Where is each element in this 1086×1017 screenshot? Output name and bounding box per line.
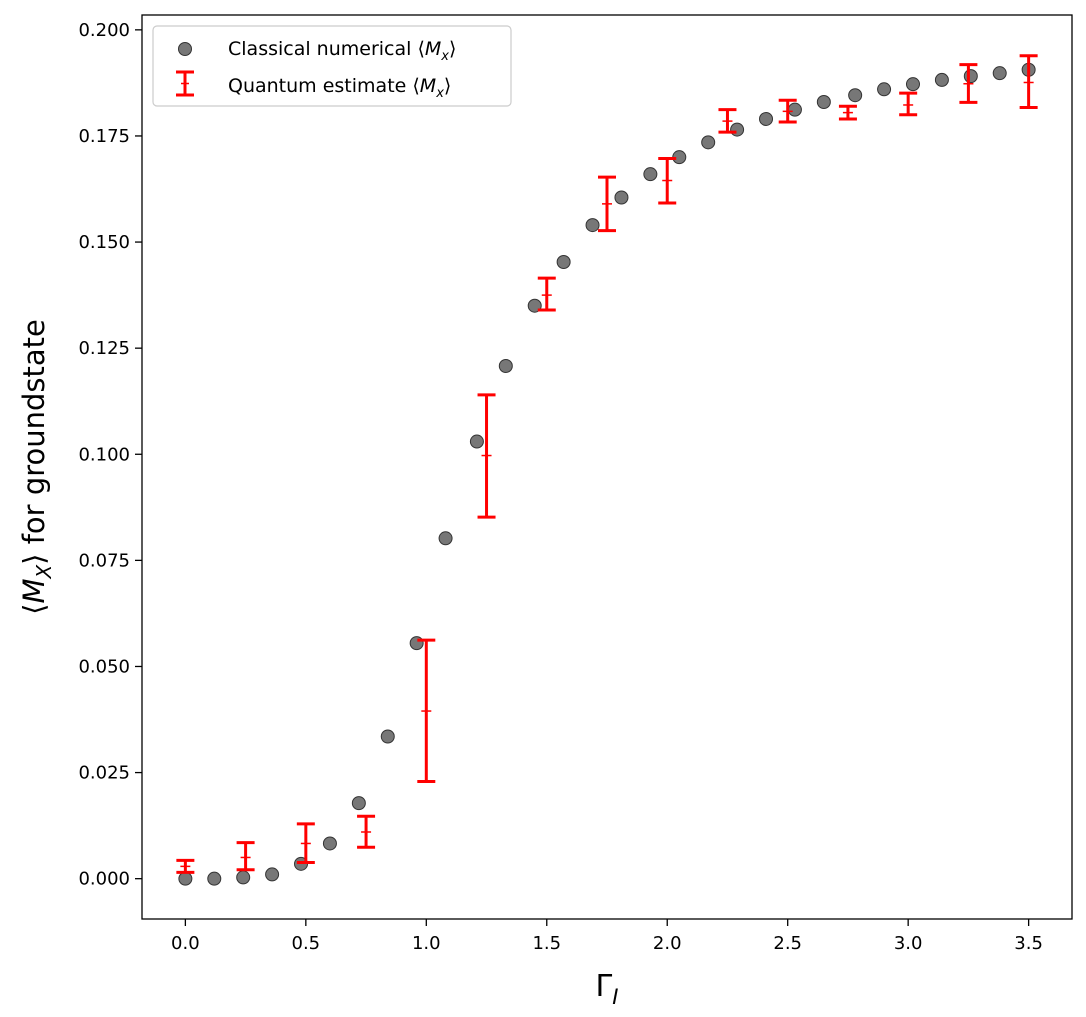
y-tick-label-8: 0.200 xyxy=(78,20,130,41)
quantum-errorbar-1 xyxy=(236,841,255,872)
quantum-errorbar-12 xyxy=(899,91,918,117)
plot-frame xyxy=(141,14,1073,920)
legend-box xyxy=(152,25,512,107)
classical-point-25 xyxy=(905,77,920,92)
y-axis-title-var: M xyxy=(17,579,51,604)
legend-marker-quantum xyxy=(176,70,194,97)
y-tick-label-3: 0.075 xyxy=(78,550,130,571)
quantum-errorbar-2 xyxy=(296,822,315,865)
quantum-errorbar-10 xyxy=(778,98,797,124)
y-tick-label-0: 0.000 xyxy=(78,869,130,890)
legend-quantum-sub: x xyxy=(435,86,444,101)
legend-quantum-post: ⟩ xyxy=(444,75,451,97)
y-axis: 0.000 0.025 0.050 0.075 0.100 0.125 0.150 0.175… xyxy=(78,20,142,890)
classical-point-9 xyxy=(438,531,453,546)
y-tick-label-6: 0.150 xyxy=(78,232,130,253)
classical-point-14 xyxy=(585,218,600,233)
classical-point-6 xyxy=(351,796,366,811)
x-axis: 0.0 0.5 1.0 1.5 2.0 2.5 3.0 3.5 xyxy=(171,919,1043,954)
x-tick-label-5: 2.5 xyxy=(773,933,802,954)
quantum-errorbar-6 xyxy=(537,276,556,312)
classical-point-7 xyxy=(380,729,395,744)
classical-point-20 xyxy=(759,111,774,126)
quantum-errorbar-8 xyxy=(658,156,677,205)
classical-point-0 xyxy=(178,871,193,886)
legend-quantum-var: M xyxy=(420,75,436,97)
classical-point-10 xyxy=(469,434,484,449)
classical-point-23 xyxy=(848,88,863,103)
classical-point-22 xyxy=(816,95,831,110)
classical-point-2 xyxy=(236,870,251,885)
x-tick-label-2: 1.0 xyxy=(412,933,441,954)
x-tick-label-4: 2.0 xyxy=(653,933,682,954)
y-axis-title: ⟨MX⟩ for groundstate xyxy=(17,319,56,615)
legend-quantum-pre: Quantum estimate ⟨ xyxy=(228,75,420,97)
classical-point-19 xyxy=(730,122,745,137)
data-marks xyxy=(176,54,1038,886)
legend: Classical numerical ⟨Mx⟩ Quantum estimat… xyxy=(152,25,512,107)
classical-point-27 xyxy=(963,69,978,84)
quantum-errorbar-14 xyxy=(1019,54,1038,110)
classical-point-3 xyxy=(265,867,280,882)
x-axis-title: ΓI xyxy=(596,969,619,1009)
x-tick-label-7: 3.5 xyxy=(1014,933,1043,954)
legend-classical-post: ⟩ xyxy=(449,38,456,60)
quantum-errorbar-4 xyxy=(417,638,436,783)
y-tick-label-2: 0.050 xyxy=(78,656,130,677)
x-axis-title-sub: I xyxy=(612,985,618,1009)
classical-point-24 xyxy=(877,82,892,97)
quantum-errorbar-11 xyxy=(838,104,857,121)
quantum-errorbar-7 xyxy=(598,175,616,233)
y-axis-title-rest: ⟩ for groundstate xyxy=(17,319,51,565)
classical-point-28 xyxy=(992,66,1007,81)
classical-point-5 xyxy=(322,836,337,851)
y-tick-label-4: 0.100 xyxy=(78,444,130,465)
classical-point-1 xyxy=(207,871,222,886)
legend-marker-classical xyxy=(178,42,192,56)
quantum-errorbar-5 xyxy=(477,393,496,519)
classical-point-8 xyxy=(409,636,424,651)
x-tick-label-3: 1.5 xyxy=(532,933,561,954)
quantum-errorbar-3 xyxy=(357,814,376,849)
quantum-errorbar-13 xyxy=(959,63,978,104)
legend-label-quantum: Quantum estimate ⟨Mx⟩ xyxy=(228,75,451,101)
y-axis-title-open: ⟨ xyxy=(17,604,51,615)
y-axis-title-sub: X xyxy=(32,564,56,580)
x-axis-title-main: Γ xyxy=(596,969,613,1004)
legend-label-classical: Classical numerical ⟨Mx⟩ xyxy=(228,38,456,64)
classical-point-16 xyxy=(643,167,658,182)
legend-classical-pre: Classical numerical ⟨ xyxy=(228,38,425,60)
classical-point-11 xyxy=(498,358,513,373)
y-tick-label-5: 0.125 xyxy=(78,338,130,359)
y-tick-label-7: 0.175 xyxy=(78,126,130,147)
quantum-errorbar-0 xyxy=(176,858,195,874)
x-tick-label-6: 3.0 xyxy=(894,933,923,954)
legend-classical-sub: x xyxy=(440,49,449,64)
x-tick-label-0: 0.0 xyxy=(171,933,200,954)
quantum-errorbar-9 xyxy=(718,108,737,134)
classical-point-21 xyxy=(787,102,802,117)
legend-classical-var: M xyxy=(425,38,441,60)
y-tick-label-1: 0.025 xyxy=(78,763,130,784)
classical-point-13 xyxy=(556,255,571,270)
plot-area xyxy=(142,15,1072,919)
classical-point-26 xyxy=(934,72,949,87)
classical-point-18 xyxy=(701,135,716,150)
classical-point-15 xyxy=(614,190,629,205)
x-tick-label-1: 0.5 xyxy=(292,933,321,954)
